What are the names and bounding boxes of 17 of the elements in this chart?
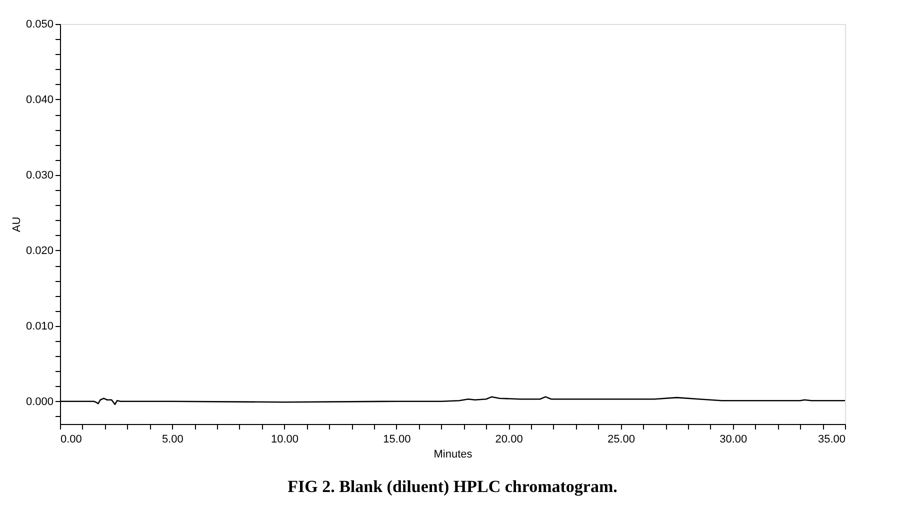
- y-tick-label: 0.020: [26, 244, 54, 257]
- x-tick-label: 5.00: [162, 434, 184, 446]
- x-tick-label: 15.00: [383, 434, 411, 446]
- x-tick-label: 20.00: [495, 434, 523, 446]
- text: FIG 2. Blank (diluent) HPLC chromatogram.: [288, 477, 618, 496]
- y-tick-label: 0.040: [26, 94, 54, 106]
- x-tick-label: 35.00: [818, 434, 846, 446]
- x-tick-label: 0.00: [60, 434, 82, 446]
- x-tick-label: 30.00: [720, 434, 748, 446]
- y-tick-label: 0.000: [26, 396, 54, 408]
- x-tick-label: 10.00: [271, 434, 299, 446]
- x-axis-title: Minutes: [434, 448, 473, 460]
- y-tick-label: 0.030: [26, 169, 54, 182]
- y-tick-label: 0.010: [26, 320, 54, 332]
- y-tick-label: 0.050: [26, 18, 54, 30]
- x-tick-label: 25.00: [607, 434, 635, 446]
- y-axis-title: AU: [10, 216, 23, 232]
